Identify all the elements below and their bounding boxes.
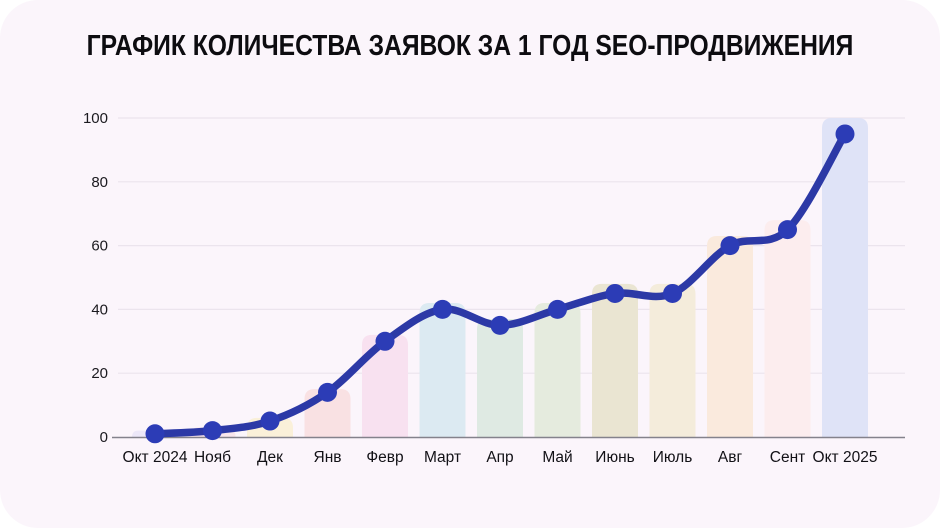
data-point-Май bbox=[548, 299, 567, 319]
data-point-Окт 2025 bbox=[835, 124, 855, 144]
x-axis-tick-label: Дек bbox=[257, 449, 283, 466]
background-bar bbox=[822, 118, 868, 437]
data-point-Янв bbox=[318, 382, 337, 402]
background-bar bbox=[764, 220, 811, 437]
y-axis-tick-label: 80 bbox=[91, 174, 108, 191]
x-axis-tick-label: Март bbox=[424, 449, 461, 466]
data-point-Нояб bbox=[203, 421, 222, 441]
data-point-Авг bbox=[720, 236, 740, 256]
data-point-Июнь bbox=[605, 283, 625, 303]
background-bar bbox=[362, 334, 408, 437]
x-axis-tick-label: Янв bbox=[314, 449, 342, 466]
x-axis-tick-label: Апр bbox=[486, 449, 513, 466]
x-axis-tick-label: Май bbox=[542, 449, 572, 466]
x-axis-tick-label: Авг bbox=[718, 449, 743, 466]
background-bar bbox=[649, 283, 696, 437]
background-bar bbox=[707, 236, 753, 437]
background-bar bbox=[592, 283, 638, 437]
data-point-Апр bbox=[490, 315, 510, 335]
x-axis-tick-label: Июнь bbox=[595, 449, 634, 466]
data-point-Сент bbox=[778, 220, 797, 240]
data-point-Июль bbox=[663, 283, 682, 303]
x-axis-tick-label: Окт 2024 bbox=[123, 449, 188, 466]
y-axis-tick-label: 20 bbox=[91, 365, 108, 382]
x-axis-tick-label: Нояб bbox=[194, 449, 231, 466]
y-axis-tick-label: 40 bbox=[91, 301, 108, 318]
background-bar bbox=[477, 318, 523, 437]
background-bar bbox=[419, 303, 466, 437]
x-axis-tick-label: Февр bbox=[366, 449, 403, 466]
background-bar bbox=[534, 303, 581, 437]
data-point-Дек bbox=[260, 411, 280, 431]
data-point-Окт 2024 bbox=[145, 424, 165, 444]
data-point-Февр bbox=[375, 331, 395, 351]
data-point-Март bbox=[433, 299, 452, 319]
y-axis-tick-label: 100 bbox=[83, 110, 108, 127]
chart-title: ГРАФИК КОЛИЧЕСТВА ЗАЯВОК ЗА 1 ГОД SEO-ПР… bbox=[86, 30, 854, 62]
x-axis-tick-label: Окт 2025 bbox=[813, 449, 878, 466]
y-axis-tick-label: 0 bbox=[100, 429, 108, 446]
x-axis-tick-label: Июль bbox=[653, 449, 693, 466]
x-axis-tick-label: Сент bbox=[770, 449, 805, 466]
y-axis-tick-label: 60 bbox=[91, 238, 108, 255]
